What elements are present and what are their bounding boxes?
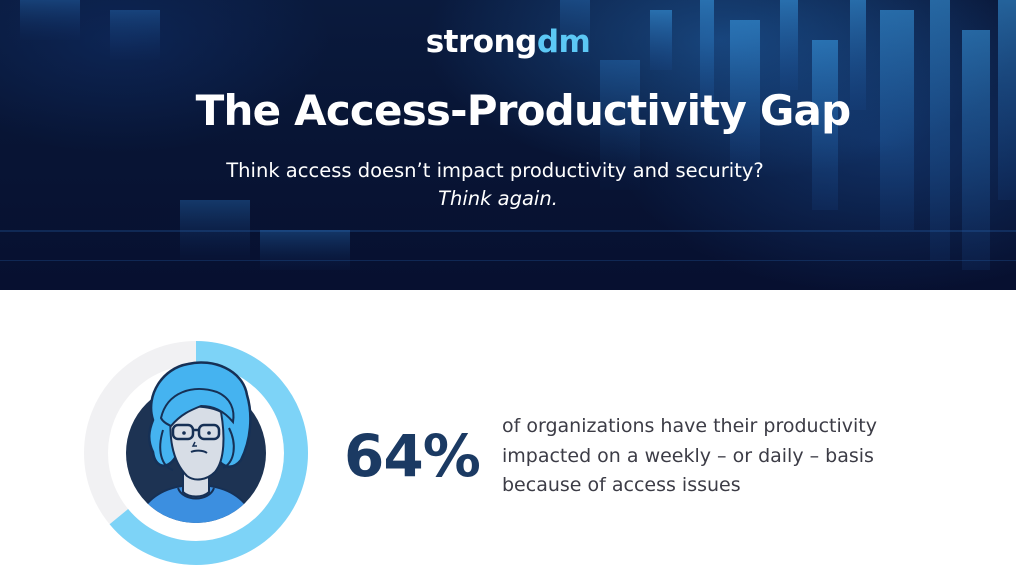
strongdm-logo: strongdm xyxy=(0,24,1016,60)
stat-value: 64% xyxy=(344,422,481,490)
hero-background-graphic xyxy=(0,0,1016,270)
logo-main-text: strong xyxy=(425,24,538,60)
avatar xyxy=(129,361,263,523)
hero-subtitle-emphasis: Think again. xyxy=(438,187,558,210)
hero-banner: strongdm The Access-Productivity Gap Thi… xyxy=(0,0,1016,290)
ring-fill xyxy=(84,341,308,565)
logo-accent-text: dm xyxy=(536,24,591,60)
stat-description-line: of organizations have their productivity xyxy=(502,415,877,437)
page-title: The Access-Productivity Gap xyxy=(195,86,851,135)
stat-description-line: because of access issues xyxy=(502,474,741,496)
stat-description: of organizations have their productivity… xyxy=(502,412,922,501)
hero-subtitle: Think access doesn’t impact productivity… xyxy=(226,159,764,182)
stat-section: 64% of organizations have their producti… xyxy=(0,290,1016,565)
stat-description-line: impacted on a weekly – or daily – basis xyxy=(502,444,874,467)
progress-ring xyxy=(83,340,309,565)
